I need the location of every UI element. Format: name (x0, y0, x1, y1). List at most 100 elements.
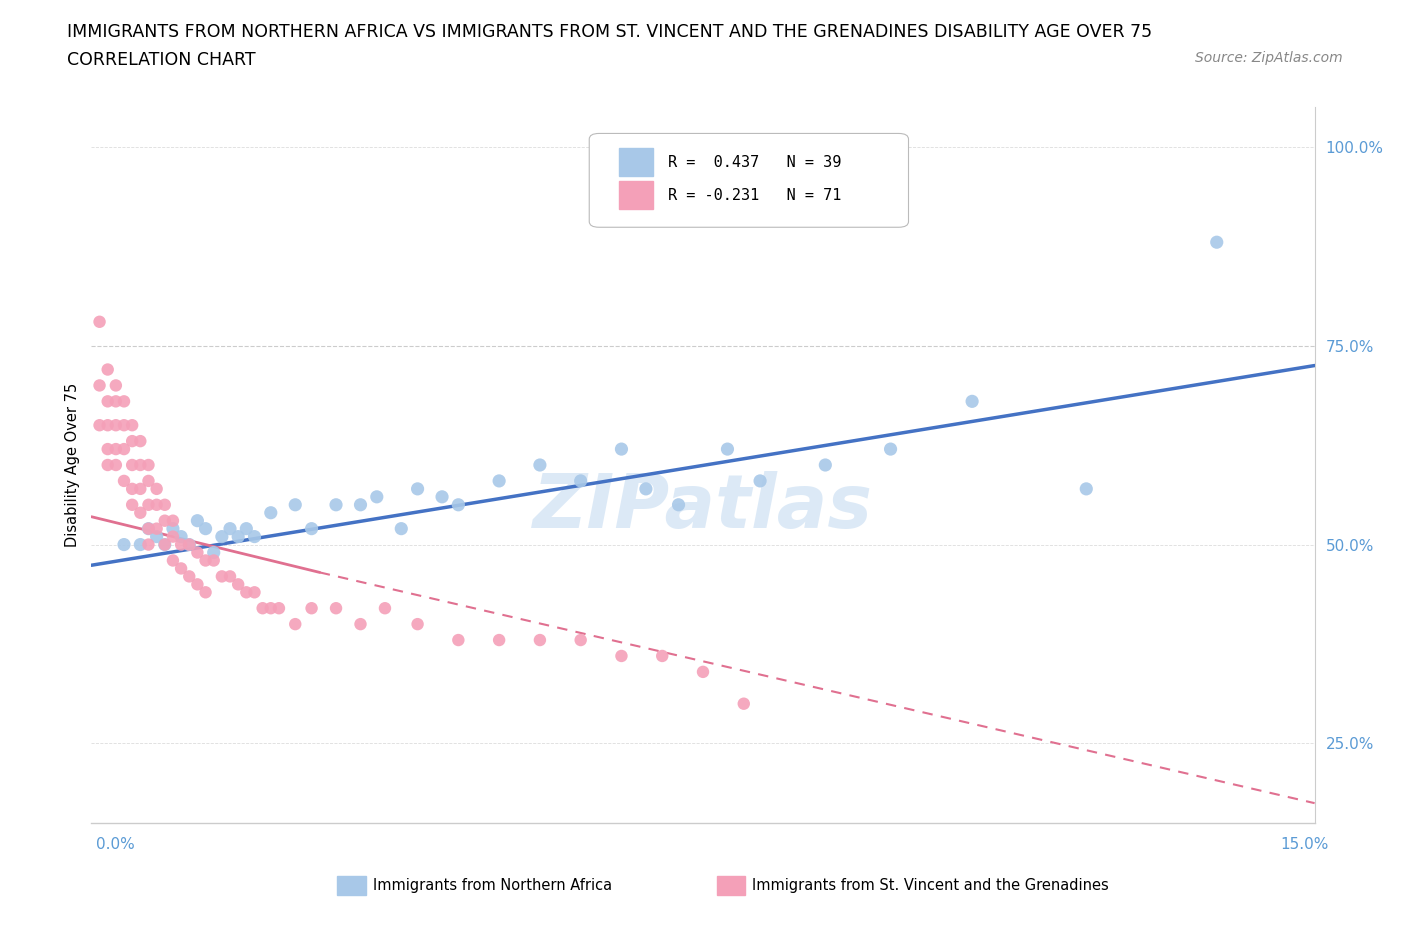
Point (814, 458, 837, 472)
Point (153, 498, 176, 512)
Point (366, 489, 388, 504)
Point (97, 394, 120, 409)
Point (179, 569, 201, 584)
Point (153, 538, 176, 552)
Point (112, 473, 135, 488)
Point (138, 538, 160, 552)
Point (104, 458, 127, 472)
Point (211, 569, 233, 584)
Point (121, 498, 143, 512)
Text: 0.0%: 0.0% (96, 837, 135, 852)
Point (153, 513, 176, 528)
Point (129, 482, 152, 497)
Point (488, 632, 510, 647)
Point (138, 473, 160, 488)
Y-axis label: Disability Age Over 75: Disability Age Over 75 (65, 383, 80, 547)
Point (138, 498, 160, 512)
Point (284, 617, 307, 631)
Point (1205, 234, 1227, 249)
Point (610, 442, 633, 457)
Point (569, 632, 592, 647)
Point (121, 418, 143, 432)
Point (651, 648, 673, 663)
Point (186, 513, 208, 528)
Point (374, 601, 396, 616)
Point (112, 538, 135, 552)
Point (569, 473, 592, 488)
Text: R =  0.437   N = 39: R = 0.437 N = 39 (668, 154, 841, 169)
Point (170, 538, 193, 552)
Point (162, 553, 184, 568)
Point (162, 513, 184, 528)
Point (692, 664, 714, 679)
Point (179, 538, 201, 552)
Point (960, 394, 983, 409)
Point (529, 458, 551, 472)
Point (112, 442, 135, 457)
Point (145, 482, 167, 497)
Point (529, 632, 551, 647)
Point (1076, 482, 1098, 497)
Point (447, 498, 470, 512)
Point (406, 482, 429, 497)
Point (349, 617, 371, 631)
Point (112, 418, 135, 432)
Point (325, 498, 347, 512)
Point (121, 482, 143, 497)
Point (488, 473, 510, 488)
Point (202, 553, 225, 568)
Point (219, 569, 242, 584)
Point (194, 585, 217, 600)
Point (145, 529, 167, 544)
Point (138, 521, 160, 536)
Point (170, 529, 193, 544)
Point (226, 529, 249, 544)
Point (211, 529, 233, 544)
Point (301, 601, 323, 616)
Point (260, 505, 283, 520)
Point (162, 521, 184, 536)
FancyBboxPatch shape (589, 133, 908, 227)
Text: Immigrants from Northern Africa: Immigrants from Northern Africa (373, 878, 612, 893)
Point (749, 473, 772, 488)
Point (301, 521, 323, 536)
Point (202, 545, 225, 560)
Bar (619, 181, 652, 208)
Text: ZIPatlas: ZIPatlas (533, 472, 873, 544)
Point (97, 442, 120, 457)
Point (138, 521, 160, 536)
Point (129, 505, 152, 520)
Point (104, 394, 127, 409)
Point (243, 585, 266, 600)
Point (430, 489, 453, 504)
Point (112, 394, 135, 409)
Point (716, 442, 738, 457)
Text: 15.0%: 15.0% (1281, 837, 1329, 852)
Point (235, 585, 257, 600)
Point (121, 458, 143, 472)
Point (194, 553, 217, 568)
Point (406, 617, 429, 631)
Point (129, 458, 152, 472)
Point (121, 433, 143, 448)
Point (252, 601, 274, 616)
Point (194, 521, 217, 536)
Text: Immigrants from St. Vincent and the Grenadines: Immigrants from St. Vincent and the Gren… (752, 878, 1109, 893)
Text: IMMIGRANTS FROM NORTHERN AFRICA VS IMMIGRANTS FROM ST. VINCENT AND THE GRENADINE: IMMIGRANTS FROM NORTHERN AFRICA VS IMMIG… (67, 23, 1153, 41)
Point (879, 442, 901, 457)
Point (104, 378, 127, 392)
Point (235, 521, 257, 536)
Point (104, 418, 127, 432)
Point (634, 482, 657, 497)
Point (97, 362, 120, 377)
Point (89, 314, 111, 329)
Point (389, 521, 412, 536)
Point (186, 577, 208, 591)
Point (145, 521, 167, 536)
Point (447, 632, 470, 647)
Point (267, 601, 290, 616)
Point (129, 538, 152, 552)
Point (186, 545, 208, 560)
Text: R = -0.231   N = 71: R = -0.231 N = 71 (668, 188, 841, 203)
Point (226, 577, 249, 591)
